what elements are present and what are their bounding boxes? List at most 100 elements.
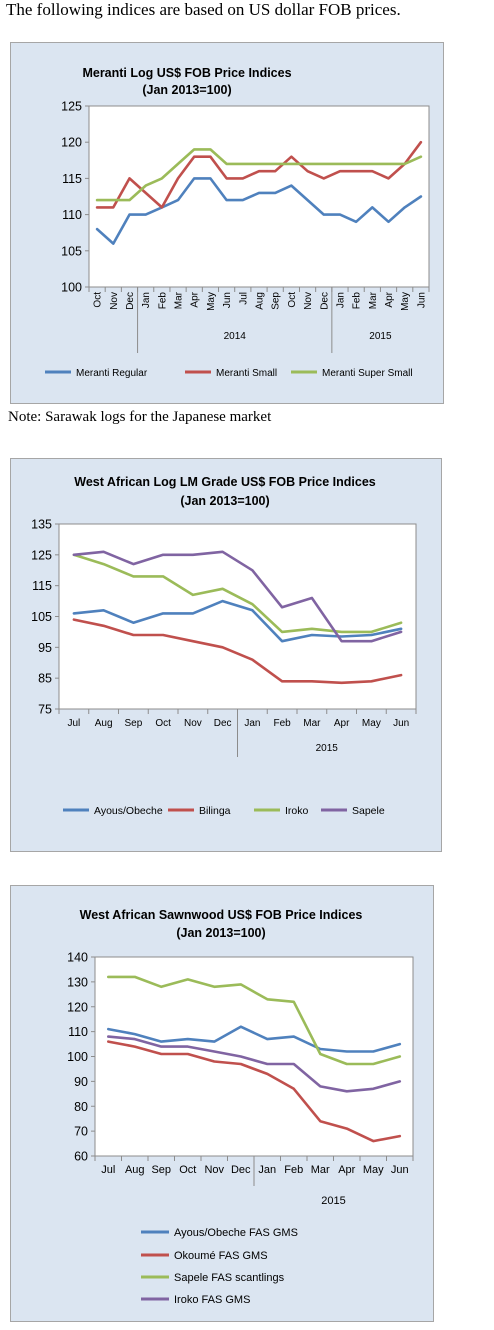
chart-title: West African Sawnwood US$ FOB Price Indi… [80,908,363,922]
year-label: 2015 [316,743,339,754]
x-tick-label: Oct [93,292,104,308]
x-tick-label: Jul [101,1164,115,1176]
y-tick-label: 120 [61,136,82,150]
west-african-sawnwood-chart-panel: West African Sawnwood US$ FOB Price Indi… [10,885,434,1322]
series-line-ayous-obeche-fas-gms [107,1025,402,1053]
y-tick-label: 110 [68,1025,88,1039]
x-tick-label: Mar [303,718,321,729]
x-tick-label: Jan [244,718,260,729]
legend-label-meranti-small: Meranti Small [216,368,277,379]
x-tick-label: Mar [368,291,379,309]
meranti-log-chart-panel: Meranti Log US$ FOB Price Indices (Jan 20… [10,42,444,404]
y-tick-label: 110 [62,208,82,222]
west-african-sawnwood-chart: West African Sawnwood US$ FOB Price Indi… [67,908,414,1306]
x-tick-label: Dec [319,292,330,310]
x-tick-label: Dec [231,1164,251,1176]
legend-label-sapele: Sapele [352,805,385,817]
y-tick-label: 115 [32,579,52,593]
x-tick-label: Apr [338,1164,355,1176]
x-tick-label: Feb [284,1164,303,1176]
series-line-meranti-super-small [95,148,423,202]
x-tick-label: Apr [384,291,395,307]
meranti-log-chart: Meranti Log US$ FOB Price Indices (Jan 20… [45,66,430,379]
x-tick-label: Dec [125,292,136,310]
x-tick-label: May [206,292,217,311]
x-tick-label: Dec [214,718,232,729]
y-tick-label: 140 [67,951,88,965]
chart-subtitle: (Jan 2013=100) [180,494,269,508]
x-tick-label: Jan [335,292,346,308]
series-line-iroko-fas-gms [107,1035,402,1093]
x-tick-label: Aug [95,718,113,729]
legend-label-ayous-obeche-fas-gms: Ayous/Obeche FAS GMS [174,1227,298,1239]
x-tick-label: Oct [155,718,171,729]
x-tick-label: Jan [258,1164,276,1176]
x-tick-label: Jul [238,292,249,305]
y-tick-label: 70 [74,1125,88,1139]
chart-title: West African Log LM Grade US$ FOB Price … [74,475,376,489]
y-tick-label: 100 [61,281,82,295]
legend-label-meranti-regular: Meranti Regular [76,368,148,379]
y-tick-label: 120 [67,1000,88,1014]
y-tick-label: 100 [67,1050,88,1064]
y-tick-label: 90 [74,1075,88,1089]
chart-subtitle: (Jan 2013=100) [176,926,265,940]
x-tick-label: Sep [124,718,142,729]
year-label: 2015 [321,1195,345,1207]
x-tick-label: Feb [274,718,292,729]
plot-area [88,105,430,288]
x-tick-label: Jun [391,1164,409,1176]
intro-text: The following indices are based on US do… [6,0,401,19]
x-tick-label: Apr [190,291,201,307]
series-line-ayous-obeche [72,599,403,643]
x-tick-label: Apr [334,718,350,729]
series-line-sapele [72,550,403,643]
series-line-meranti-small [95,140,423,209]
legend-label-iroko-fas-gms: Iroko FAS GMS [174,1294,250,1306]
legend-label-ayous-obeche: Ayous/Obeche [94,805,163,817]
legend-label-okoume-fas-gms: Okoumé FAS GMS [174,1250,268,1262]
y-tick-label: 135 [31,518,52,532]
y-tick-label: 105 [61,244,82,258]
y-tick-label: 105 [31,610,52,624]
x-tick-label: May [400,292,411,311]
x-tick-label: Nov [303,292,314,310]
x-tick-label: Aug [125,1164,145,1176]
chart-subtitle: (Jan 2013=100) [142,83,231,97]
plot-area [94,956,414,1157]
x-tick-label: Sep [271,292,282,310]
series-line-bilinga [72,618,403,685]
x-tick-label: Jun [393,718,409,729]
chart-note: Note: Sarawak logs for the Japanese mark… [8,409,272,425]
legend-label-iroko: Iroko [285,805,309,817]
x-tick-label: Feb [352,292,363,310]
y-tick-label: 80 [74,1100,88,1114]
y-tick-label: 115 [62,172,82,186]
west-african-log-chart: West African Log LM Grade US$ FOB Price … [31,475,417,817]
series-line-okoume-fas-gms [107,1040,402,1143]
year-label: 2015 [369,331,392,342]
x-tick-label: Nov [109,292,120,310]
y-tick-label: 85 [38,672,52,686]
legend-label-meranti-super-small: Meranti Super Small [322,368,413,379]
legend-label-bilinga: Bilinga [199,805,231,817]
y-tick-label: 75 [38,703,52,717]
y-tick-label: 130 [67,975,88,989]
x-tick-label: Jan [141,292,152,308]
x-tick-label: Mar [311,1164,330,1176]
x-tick-label: Aug [255,292,266,310]
x-tick-label: May [363,1164,384,1176]
west-african-log-chart-panel: West African Log LM Grade US$ FOB Price … [10,458,442,852]
y-tick-label: 125 [31,548,52,562]
legend-label-sapele-fas-scantlings: Sapele FAS scantlings [174,1272,285,1284]
y-tick-label: 125 [61,100,82,114]
x-tick-label: May [362,718,381,729]
x-tick-label: Jun [416,292,427,308]
x-tick-label: Jun [222,292,233,308]
x-tick-label: Nov [204,1164,224,1176]
chart-title: Meranti Log US$ FOB Price Indices [82,66,291,80]
x-tick-label: Jul [67,718,80,729]
x-tick-label: Sep [151,1164,171,1176]
x-tick-label: Oct [287,292,298,308]
year-label: 2014 [224,331,247,342]
